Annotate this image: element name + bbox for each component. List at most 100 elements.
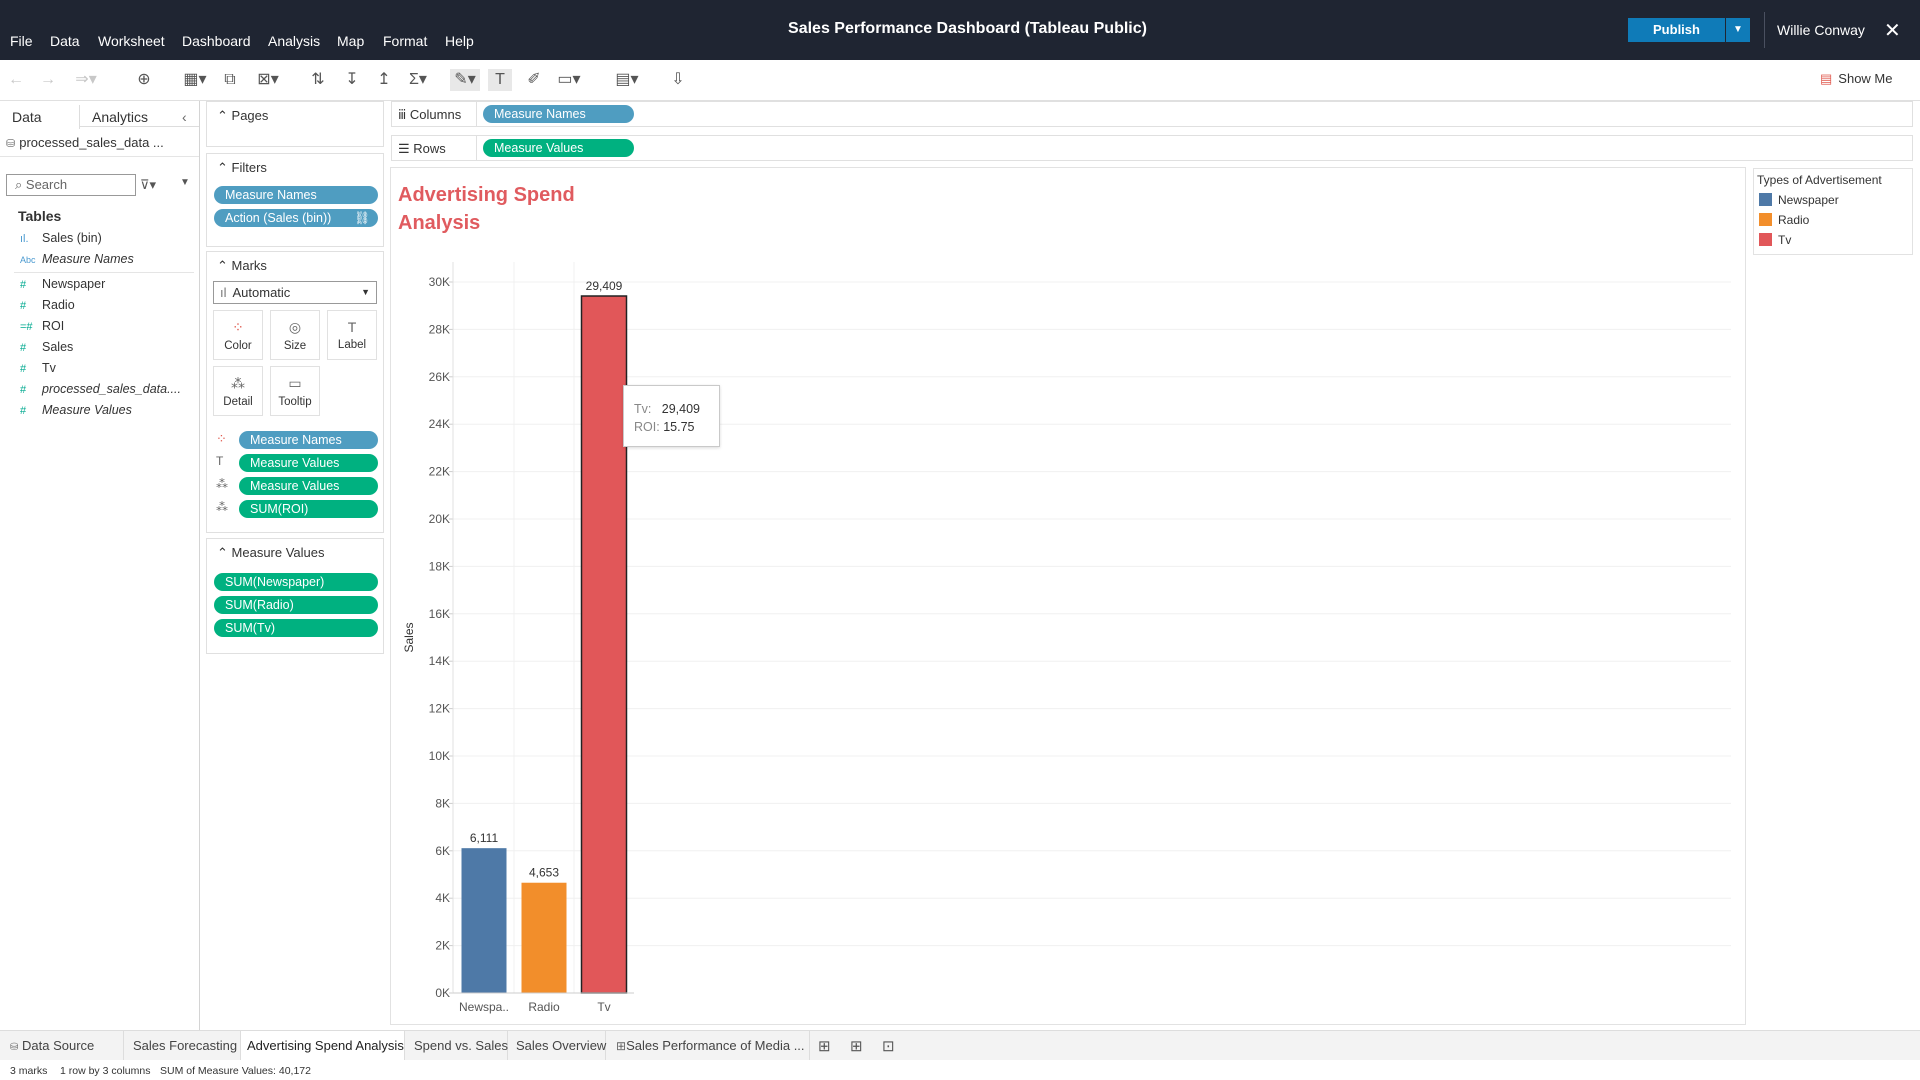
- mark-type-select[interactable]: ıl Automatic ▼: [213, 281, 377, 304]
- tab-sales-overview[interactable]: Sales Overview: [510, 1031, 606, 1061]
- menu-worksheet[interactable]: Worksheet: [98, 33, 165, 49]
- mv-pill-radio[interactable]: SUM(Radio): [214, 596, 378, 614]
- new-datasource-icon[interactable]: ⊕: [137, 71, 151, 88]
- color-legend: Types of Advertisement Newspaper Radio T…: [1753, 168, 1913, 255]
- new-story-icon[interactable]: ⊡: [882, 1038, 895, 1055]
- bar: [461, 848, 507, 993]
- legend-item-tv[interactable]: Tv: [1759, 233, 1791, 247]
- pane-menu-icon[interactable]: ▼: [180, 177, 190, 188]
- legend-label: Newspaper: [1778, 193, 1839, 207]
- mv-pill-tv[interactable]: SUM(Tv): [214, 619, 378, 637]
- field-processed-sales-data[interactable]: # processed_sales_data....: [20, 382, 181, 396]
- color-button[interactable]: ⁘ Color: [213, 310, 263, 360]
- marks-pill-sum-roi[interactable]: SUM(ROI): [239, 500, 378, 518]
- presentation-icon[interactable]: ▤▾: [615, 71, 639, 88]
- sort-descending-icon[interactable]: ↥: [377, 71, 391, 88]
- marks-heading: ⌃ Marks: [217, 258, 267, 274]
- collapse-icon[interactable]: ⌃: [217, 108, 228, 123]
- highlight-icon[interactable]: ✎▾: [450, 69, 480, 91]
- redo-icon[interactable]: →: [40, 71, 56, 88]
- field-newspaper[interactable]: # Newspaper: [20, 277, 105, 291]
- size-icon: ◎: [288, 319, 302, 335]
- tooltip-key: ROI:: [634, 420, 660, 434]
- collapse-icon[interactable]: ⌃: [217, 258, 228, 273]
- format-workbook-icon[interactable]: ✐: [527, 71, 541, 88]
- menu-help[interactable]: Help: [445, 33, 474, 49]
- detail-label: Detail: [223, 396, 253, 408]
- menu-dashboard[interactable]: Dashboard: [182, 33, 251, 49]
- string-icon: Abc: [20, 255, 36, 265]
- field-sales[interactable]: # Sales: [20, 340, 73, 354]
- label-button[interactable]: T Label: [327, 310, 377, 360]
- tab-data[interactable]: Data: [0, 105, 80, 129]
- field-tv[interactable]: # Tv: [20, 361, 56, 375]
- duplicate-sheet-icon[interactable]: ⧉: [224, 71, 236, 88]
- columns-pill-measure-names[interactable]: Measure Names: [483, 105, 634, 123]
- rows-pill-measure-values[interactable]: Measure Values: [483, 139, 634, 157]
- menu-format[interactable]: Format: [383, 33, 428, 49]
- field-radio[interactable]: # Radio: [20, 298, 75, 312]
- marks-pill-measure-values-detail[interactable]: Measure Values: [239, 477, 378, 495]
- rows-shelf[interactable]: ☰ Rows Measure Values: [391, 135, 1913, 161]
- y-tick-label: 24K: [429, 417, 450, 431]
- field-label: Sales: [42, 340, 74, 354]
- swap-icon[interactable]: ⇅: [311, 71, 325, 88]
- legend-item-radio[interactable]: Radio: [1759, 213, 1809, 227]
- y-tick-label: 18K: [429, 559, 450, 573]
- legend-item-newspaper[interactable]: Newspaper: [1759, 193, 1839, 207]
- menu-file[interactable]: File: [10, 33, 33, 49]
- tab-advertising-spend-analysis[interactable]: Advertising Spend Analysis: [241, 1031, 405, 1061]
- new-worksheet-icon[interactable]: ⊞: [818, 1038, 831, 1055]
- field-sales-bin[interactable]: ıl. Sales (bin): [20, 231, 102, 245]
- filter-fields-icon[interactable]: ⊽▾: [140, 177, 157, 192]
- detail-icon: ⁂: [216, 477, 228, 491]
- field-measure-values[interactable]: # Measure Values: [20, 403, 132, 417]
- collapse-icon[interactable]: ⌃: [217, 545, 228, 560]
- y-tick-label: 28K: [429, 322, 450, 336]
- replay-icon[interactable]: ⇒▾: [75, 71, 97, 88]
- show-mark-labels-icon[interactable]: T: [488, 69, 512, 91]
- tab-sales-performance-of-media[interactable]: ⊞Sales Performance of Media ...: [610, 1031, 810, 1061]
- field-measure-names[interactable]: Abc Measure Names: [20, 252, 134, 266]
- tab-sales-forecasting[interactable]: Sales Forecasting: [127, 1031, 241, 1061]
- filter-pill-measure-names[interactable]: Measure Names: [214, 186, 378, 204]
- collapse-icon[interactable]: ⌃: [217, 160, 228, 175]
- columns-label: ⅲ Columns: [398, 107, 461, 123]
- undo-icon[interactable]: ←: [8, 71, 24, 88]
- collapse-pane-icon[interactable]: ‹: [182, 109, 187, 125]
- tab-data-source[interactable]: ⛁ Data Source: [4, 1031, 124, 1061]
- field-roi[interactable]: =# ROI: [20, 319, 64, 333]
- fit-icon[interactable]: ▭▾: [557, 71, 581, 88]
- new-dashboard-icon[interactable]: ⊞: [850, 1038, 863, 1055]
- columns-shelf[interactable]: ⅲ Columns Measure Names: [391, 101, 1913, 127]
- menu-data[interactable]: Data: [50, 33, 80, 49]
- tab-analytics[interactable]: Analytics: [92, 109, 149, 125]
- detail-button[interactable]: ⁂ Detail: [213, 366, 263, 416]
- download-icon[interactable]: ⇩: [671, 71, 685, 88]
- tooltip-button[interactable]: ▭ Tooltip: [270, 366, 320, 416]
- publish-dropdown-button[interactable]: ▼: [1726, 18, 1750, 42]
- publish-button[interactable]: Publish: [1628, 18, 1725, 42]
- close-icon[interactable]: ✕: [1884, 20, 1901, 42]
- divider: [0, 156, 199, 157]
- sort-ascending-icon[interactable]: ↧: [345, 71, 359, 88]
- y-tick-label: 30K: [429, 275, 450, 289]
- filter-pill-action[interactable]: Action (Sales (bin)) ⛓: [214, 209, 378, 227]
- label-icon: T: [216, 454, 224, 468]
- menu-analysis[interactable]: Analysis: [268, 33, 321, 49]
- user-name[interactable]: Willie Conway: [1777, 22, 1865, 38]
- show-me-button[interactable]: ▤ Show Me: [1820, 71, 1893, 87]
- search-input[interactable]: ⌕ Search: [6, 174, 136, 196]
- marks-pill-measure-values-label[interactable]: Measure Values: [239, 454, 378, 472]
- totals-icon[interactable]: Σ▾: [409, 71, 427, 88]
- chevron-down-icon: ▼: [361, 287, 370, 297]
- menu-map[interactable]: Map: [337, 33, 365, 49]
- filters-heading: ⌃ Filters: [217, 160, 267, 176]
- clear-sheet-icon[interactable]: ⊠▾: [257, 71, 279, 88]
- marks-pill-measure-names[interactable]: Measure Names: [239, 431, 378, 449]
- mv-pill-newspaper[interactable]: SUM(Newspaper): [214, 573, 378, 591]
- new-worksheet-icon[interactable]: ▦▾: [183, 71, 207, 88]
- datasource-row[interactable]: ⛁ processed_sales_data ...: [6, 135, 164, 150]
- size-button[interactable]: ◎ Size: [270, 310, 320, 360]
- tab-spend-vs-sales[interactable]: Spend vs. Sales: [408, 1031, 508, 1061]
